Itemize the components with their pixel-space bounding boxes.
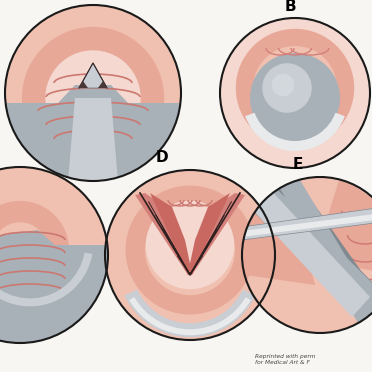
Polygon shape [325, 177, 372, 275]
Polygon shape [247, 182, 372, 318]
Polygon shape [251, 177, 372, 314]
Polygon shape [275, 180, 372, 323]
Circle shape [242, 177, 372, 333]
Circle shape [45, 49, 141, 147]
Polygon shape [0, 230, 108, 343]
Text: E: E [293, 157, 303, 172]
Polygon shape [98, 81, 107, 88]
Polygon shape [5, 85, 181, 181]
Circle shape [146, 201, 234, 289]
Circle shape [250, 53, 340, 143]
Polygon shape [242, 211, 372, 237]
Text: D: D [156, 150, 168, 165]
Text: Reprinted with perm
for Medical Art & F: Reprinted with perm for Medical Art & F [255, 354, 315, 365]
Wedge shape [0, 253, 92, 307]
Wedge shape [245, 113, 345, 151]
Circle shape [5, 5, 181, 181]
Polygon shape [270, 177, 372, 325]
Polygon shape [242, 186, 372, 323]
Polygon shape [79, 81, 88, 88]
Polygon shape [188, 193, 245, 275]
Circle shape [105, 170, 275, 340]
Text: B: B [284, 0, 296, 14]
Polygon shape [242, 177, 372, 315]
Polygon shape [79, 63, 107, 88]
Circle shape [262, 63, 312, 113]
Circle shape [220, 18, 370, 168]
Polygon shape [250, 187, 370, 317]
Polygon shape [150, 193, 192, 275]
Polygon shape [245, 205, 315, 285]
Circle shape [0, 167, 108, 343]
Polygon shape [242, 205, 372, 240]
Wedge shape [125, 290, 256, 337]
Polygon shape [135, 193, 192, 275]
Polygon shape [68, 98, 118, 181]
Polygon shape [188, 193, 230, 275]
Circle shape [272, 74, 294, 96]
Wedge shape [129, 297, 251, 335]
